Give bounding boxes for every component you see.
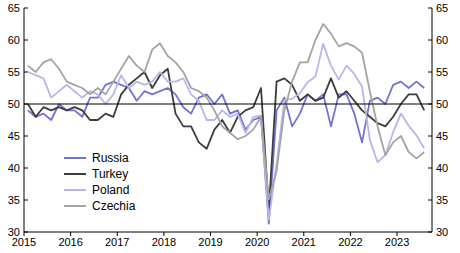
legend-swatch — [64, 157, 86, 159]
series-line — [28, 69, 424, 210]
x-tick-label: 2023 — [385, 236, 409, 248]
y-tick-label: 65 — [8, 2, 20, 14]
y2-tick-label: 65 — [436, 2, 448, 14]
y2-tick-label: 45 — [436, 130, 448, 142]
legend-swatch — [64, 173, 86, 175]
chart: 3035404550556065303540455055606520152016… — [0, 0, 460, 253]
y-axis — [24, 8, 25, 232]
y-tick-label: 50 — [8, 98, 20, 110]
y2-tick — [428, 40, 432, 41]
y-tick — [24, 136, 28, 137]
y2-tick — [428, 168, 432, 169]
legend-swatch — [64, 205, 86, 207]
legend: Russia Turkey Poland Czechia — [64, 151, 136, 213]
x-tick-label: 2021 — [292, 236, 316, 248]
y2-tick — [428, 8, 432, 9]
x-tick-label: 2022 — [338, 236, 362, 248]
y2-axis — [432, 8, 433, 232]
legend-label: Poland — [92, 183, 129, 197]
plot-area — [24, 24, 432, 224]
x-tick-label: 2016 — [58, 236, 82, 248]
y-tick-label: 35 — [8, 194, 20, 206]
legend-swatch — [64, 189, 86, 191]
y2-tick-label: 55 — [436, 66, 448, 78]
y2-tick-label: 30 — [436, 226, 448, 238]
legend-label: Turkey — [92, 167, 128, 181]
x-tick-label: 2018 — [152, 236, 176, 248]
y2-tick — [428, 232, 432, 233]
reference-line — [24, 103, 432, 104]
y-tick — [24, 40, 28, 41]
y-tick-label: 60 — [8, 34, 20, 46]
x-tick-label: 2019 — [198, 236, 222, 248]
y2-tick-label: 50 — [436, 98, 448, 110]
series-line — [28, 24, 424, 199]
x-axis — [24, 232, 432, 233]
y-tick-label: 40 — [8, 162, 20, 174]
y-tick — [24, 232, 28, 233]
legend-label: Czechia — [92, 199, 136, 213]
y-tick — [24, 72, 28, 73]
y2-tick-label: 40 — [436, 162, 448, 174]
y2-tick — [428, 200, 432, 201]
y-tick — [24, 200, 28, 201]
x-tick-label: 2017 — [105, 236, 129, 248]
y2-tick — [428, 72, 432, 73]
x-tick-label: 2020 — [245, 236, 269, 248]
y2-tick-label: 60 — [436, 34, 448, 46]
y2-tick-label: 35 — [436, 194, 448, 206]
y-tick — [24, 168, 28, 169]
x-tick-label: 2015 — [12, 236, 36, 248]
y-tick-label: 45 — [8, 130, 20, 142]
legend-label: Russia — [92, 151, 129, 165]
y-tick-label: 55 — [8, 66, 20, 78]
y2-tick — [428, 136, 432, 137]
y-tick — [24, 8, 28, 9]
